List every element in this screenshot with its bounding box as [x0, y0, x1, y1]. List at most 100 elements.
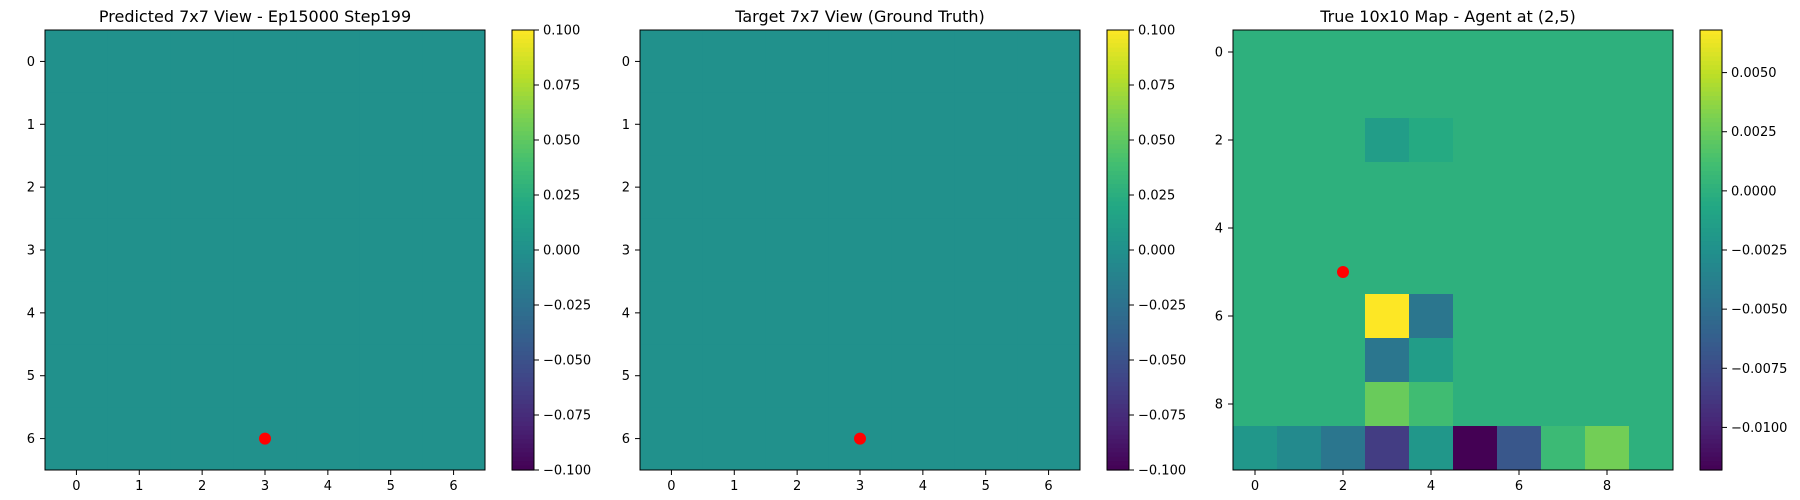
colorbar-tick-label: −0.075: [1138, 409, 1186, 424]
colorbar-segment: [1700, 395, 1722, 401]
colorbar-segment: [1700, 60, 1722, 66]
colorbar-segment: [1700, 404, 1722, 409]
heatmap-cell: [1585, 294, 1630, 339]
colorbar-segment: [1700, 223, 1722, 229]
plot-frame: [1232, 29, 1674, 471]
heatmap-cell: [640, 344, 704, 408]
y-tick-label: 1: [27, 118, 35, 133]
heatmap-cells: [640, 30, 1081, 471]
colorbar-segment: [512, 294, 534, 299]
colorbar-segment: [1700, 78, 1722, 84]
heatmap-cell: [45, 281, 109, 345]
colorbar-segment: [1107, 338, 1129, 343]
colorbar-segment: [1700, 434, 1722, 440]
heatmap-cell: [1585, 206, 1630, 251]
y-tick-label: 5: [27, 369, 35, 384]
colorbar-tick-label: −0.0025: [1731, 244, 1787, 259]
colorbar-segment: [1700, 219, 1722, 225]
heatmap-cell: [359, 407, 423, 471]
heatmap-cell: [1497, 382, 1542, 427]
colorbar-segment: [512, 214, 534, 220]
heatmap-cell: [1541, 118, 1586, 163]
heatmap-cell: [702, 218, 767, 282]
colorbar-tick-label: −0.025: [1138, 299, 1186, 314]
colorbar-segment: [1700, 34, 1722, 40]
colorbar-segment: [512, 34, 534, 40]
colorbar-segment: [1700, 421, 1722, 427]
heatmap-cell: [1497, 118, 1542, 163]
colorbar-segment: [1107, 118, 1129, 123]
colorbar-segment: [512, 426, 534, 431]
colorbar-segment: [1700, 52, 1722, 57]
y-axis-ticks: 0 2 4 6 8: [1215, 46, 1233, 413]
colorbar-segment: [512, 254, 534, 260]
colorbar-segment: [512, 267, 534, 273]
heatmap-cell: [170, 407, 235, 471]
heatmap-cell: [1629, 294, 1674, 339]
heatmap-cell: [1585, 338, 1630, 383]
colorbar-segment: [1107, 320, 1129, 326]
colorbar-segment: [1107, 307, 1129, 313]
colorbar-segment: [1107, 47, 1129, 53]
colorbar-segment: [512, 439, 534, 445]
heatmap-cell: [1497, 294, 1542, 339]
colorbar-segment: [1107, 360, 1129, 365]
heatmap-cell: [828, 155, 892, 220]
colorbar-segment: [1107, 439, 1129, 445]
colorbar-segment: [1700, 465, 1722, 471]
colorbar-segment: [512, 320, 534, 326]
heatmap-cell: [828, 30, 892, 94]
y-tick-label: 6: [622, 432, 630, 447]
colorbar-segment: [1107, 342, 1129, 348]
x-tick-label: 0: [72, 479, 80, 494]
heatmap-cell: [1585, 382, 1630, 427]
colorbar-segment: [1700, 298, 1722, 304]
chart-title: Predicted 7x7 View - Ep15000 Step199: [99, 7, 411, 26]
colorbar-segment: [1107, 294, 1129, 299]
heatmap-cell: [765, 344, 830, 408]
heatmap-cell: [1585, 250, 1630, 295]
colorbar-segment: [1107, 377, 1129, 383]
heatmap-cell: [1585, 426, 1630, 471]
agent-marker: [1337, 266, 1349, 278]
colorbar-segment: [1107, 96, 1129, 101]
heatmap-cell: [233, 218, 297, 282]
colorbar-segment: [1107, 219, 1129, 225]
heatmap-cell: [1321, 206, 1366, 251]
colorbar-segment: [1700, 87, 1722, 93]
x-tick-label: 6: [449, 479, 457, 494]
panel-true-map: True 10x10 Map - Agent at (2,5) 0 2 4 6 8 0 2…: [1215, 7, 1788, 494]
colorbar-segment: [512, 452, 534, 458]
colorbar-segment: [1700, 206, 1722, 211]
colorbar-tick-label: −0.0050: [1731, 303, 1787, 318]
heatmap-cell: [954, 155, 1018, 220]
colorbar-segment: [1700, 373, 1722, 379]
colorbar-segment: [1107, 250, 1129, 255]
colorbar-segment: [1700, 316, 1722, 321]
colorbar-segment: [512, 131, 534, 137]
colorbar-segment: [1107, 214, 1129, 220]
colorbar-segment: [512, 364, 534, 370]
colorbar-segment: [1700, 294, 1722, 299]
colorbar-tick-label: 0.075: [1138, 79, 1175, 94]
colorbar-segment: [1700, 104, 1722, 110]
heatmap-cell: [1365, 30, 1410, 75]
colorbar-segment: [512, 148, 534, 154]
colorbar-segment: [512, 69, 534, 75]
colorbar-segment: [1700, 113, 1722, 119]
colorbar-segment: [1700, 245, 1722, 251]
heatmap-cell: [640, 92, 704, 157]
heatmap-cell: [1277, 74, 1322, 119]
colorbar-segment: [1107, 175, 1129, 181]
colorbar-segment: [1107, 38, 1129, 44]
heatmap-cell: [1321, 162, 1366, 207]
colorbar-segment: [1107, 236, 1129, 242]
heatmap-cell: [1321, 74, 1366, 119]
colorbar-segment: [1700, 263, 1722, 269]
heatmap-cell: [1321, 338, 1366, 383]
heatmap-cell: [170, 344, 235, 408]
heatmap-cell: [1585, 118, 1630, 163]
heatmap-cell: [233, 155, 297, 220]
colorbar-segment: [1700, 109, 1722, 115]
y-tick-label: 0: [27, 55, 35, 70]
